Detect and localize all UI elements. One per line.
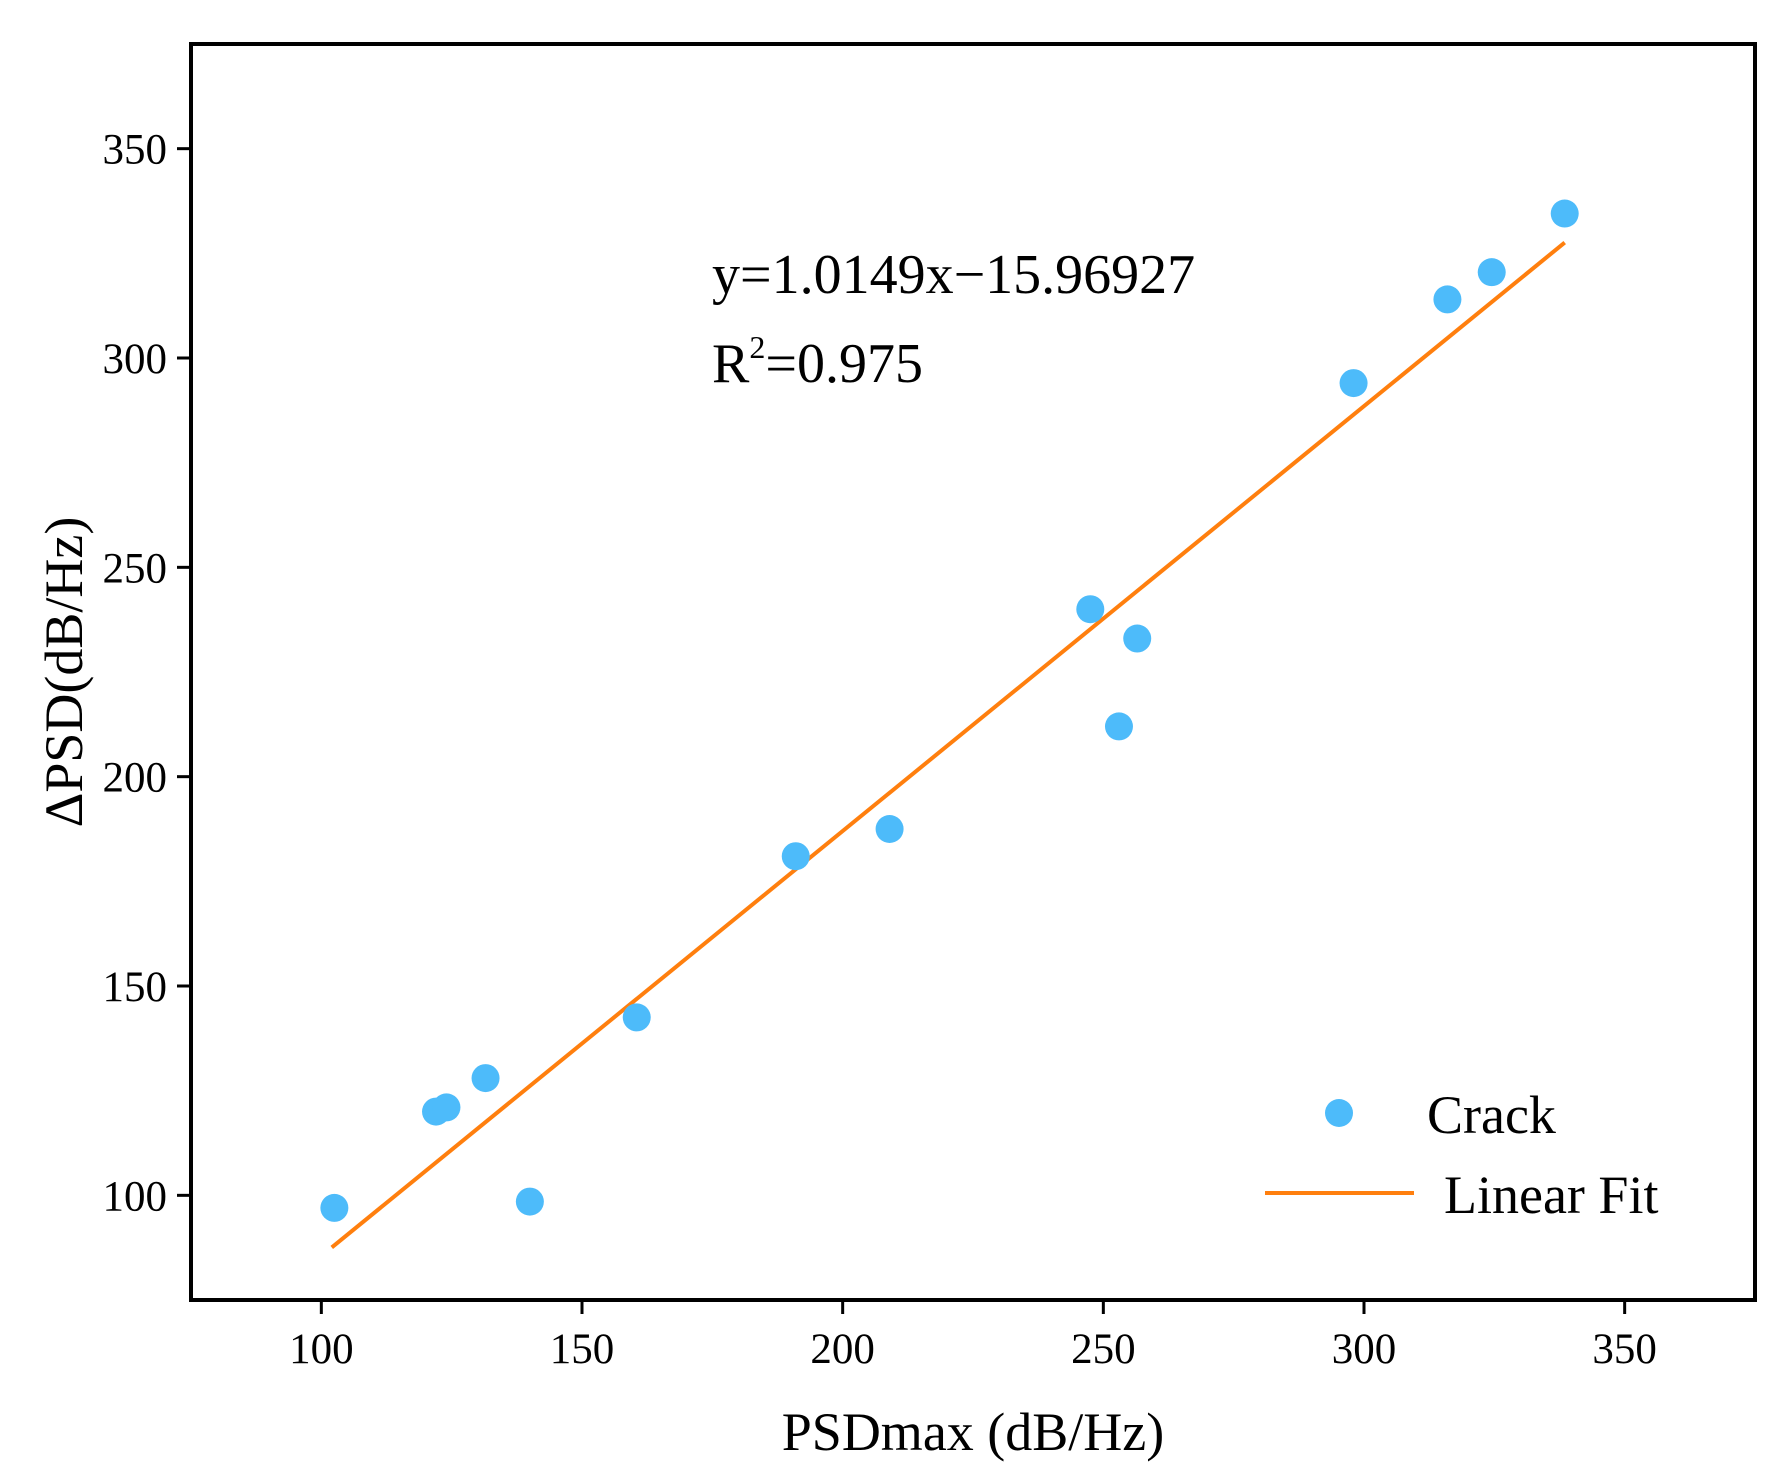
- legend: Crack Linear Fit: [1265, 1085, 1658, 1225]
- crack-data-point: [471, 1064, 500, 1093]
- y-tick-label: 200: [103, 755, 168, 802]
- y-tick-label: 100: [103, 1173, 168, 1220]
- y-tick-label: 150: [103, 964, 168, 1011]
- equation-annotation: y=1.0149x−15.96927: [712, 244, 1195, 306]
- crack-data-point: [1550, 199, 1579, 228]
- r-squared-superscript: 2: [749, 329, 765, 365]
- crack-data-point: [1123, 624, 1152, 653]
- r-squared-prefix: R: [712, 333, 750, 395]
- crack-data-point: [1339, 369, 1368, 398]
- x-tick-label: 300: [1332, 1326, 1397, 1373]
- crack-data-point: [1477, 258, 1506, 287]
- r-squared-value: =0.975: [765, 333, 923, 395]
- x-tick-label: 350: [1592, 1326, 1657, 1373]
- crack-data-point: [320, 1193, 349, 1222]
- y-tick-label: 250: [103, 545, 168, 592]
- crack-data-point: [781, 842, 810, 871]
- x-tick-label: 200: [810, 1326, 875, 1373]
- x-tick-label: 100: [289, 1326, 354, 1373]
- plot-frame: [189, 42, 1757, 1302]
- crack-data-point: [1433, 285, 1462, 314]
- legend-linear-fit-label: Linear Fit: [1444, 1165, 1658, 1225]
- x-tick-label: 250: [1071, 1326, 1136, 1373]
- legend-crack-label: Crack: [1427, 1085, 1556, 1145]
- legend-crack-marker: [1325, 1099, 1353, 1127]
- crack-data-point: [1104, 712, 1133, 741]
- fit-layer: [330, 241, 1566, 1250]
- r-squared-annotation: R2=0.975: [712, 329, 923, 395]
- y-axis-title: ΔPSD(dB/Hz): [34, 517, 94, 828]
- crack-data-point: [622, 1003, 651, 1032]
- points-layer: [320, 199, 1579, 1222]
- crack-data-point: [1076, 595, 1105, 624]
- crack-data-point: [432, 1093, 461, 1122]
- y-tick-label: 300: [103, 336, 168, 383]
- crack-data-point: [875, 815, 904, 843]
- y-tick-label: 350: [103, 127, 168, 174]
- ticks-layer: 100 150 200 250 300 350 100 150 200 250 300 350: [103, 127, 1657, 1373]
- linear-fit-line: [330, 241, 1566, 1250]
- crack-data-point: [515, 1187, 544, 1216]
- x-axis-title: PSDmax (dB/Hz): [782, 1402, 1164, 1462]
- x-tick-label: 150: [550, 1326, 615, 1373]
